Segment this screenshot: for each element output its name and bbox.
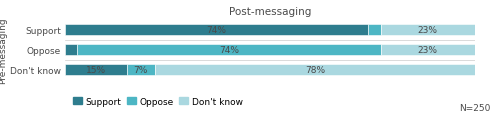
Bar bbox=[78, 45, 380, 56]
Bar bbox=[65, 65, 126, 75]
Title: Post-messaging: Post-messaging bbox=[229, 7, 311, 17]
Legend: Support, Oppose, Don't know: Support, Oppose, Don't know bbox=[70, 93, 246, 110]
Text: 7%: 7% bbox=[134, 65, 148, 74]
Bar bbox=[65, 45, 78, 56]
Text: 74%: 74% bbox=[206, 26, 227, 35]
Bar bbox=[380, 25, 475, 36]
Bar bbox=[155, 65, 475, 75]
Text: 78%: 78% bbox=[305, 65, 325, 74]
Bar bbox=[126, 65, 155, 75]
Bar bbox=[368, 25, 380, 36]
Y-axis label: Pre-messaging: Pre-messaging bbox=[0, 17, 7, 83]
Text: 23%: 23% bbox=[418, 26, 438, 35]
Text: N=250: N=250 bbox=[458, 103, 490, 112]
Bar bbox=[380, 45, 475, 56]
Text: 15%: 15% bbox=[86, 65, 106, 74]
Bar bbox=[65, 25, 368, 36]
Text: 74%: 74% bbox=[219, 46, 239, 55]
Text: 23%: 23% bbox=[418, 46, 438, 55]
